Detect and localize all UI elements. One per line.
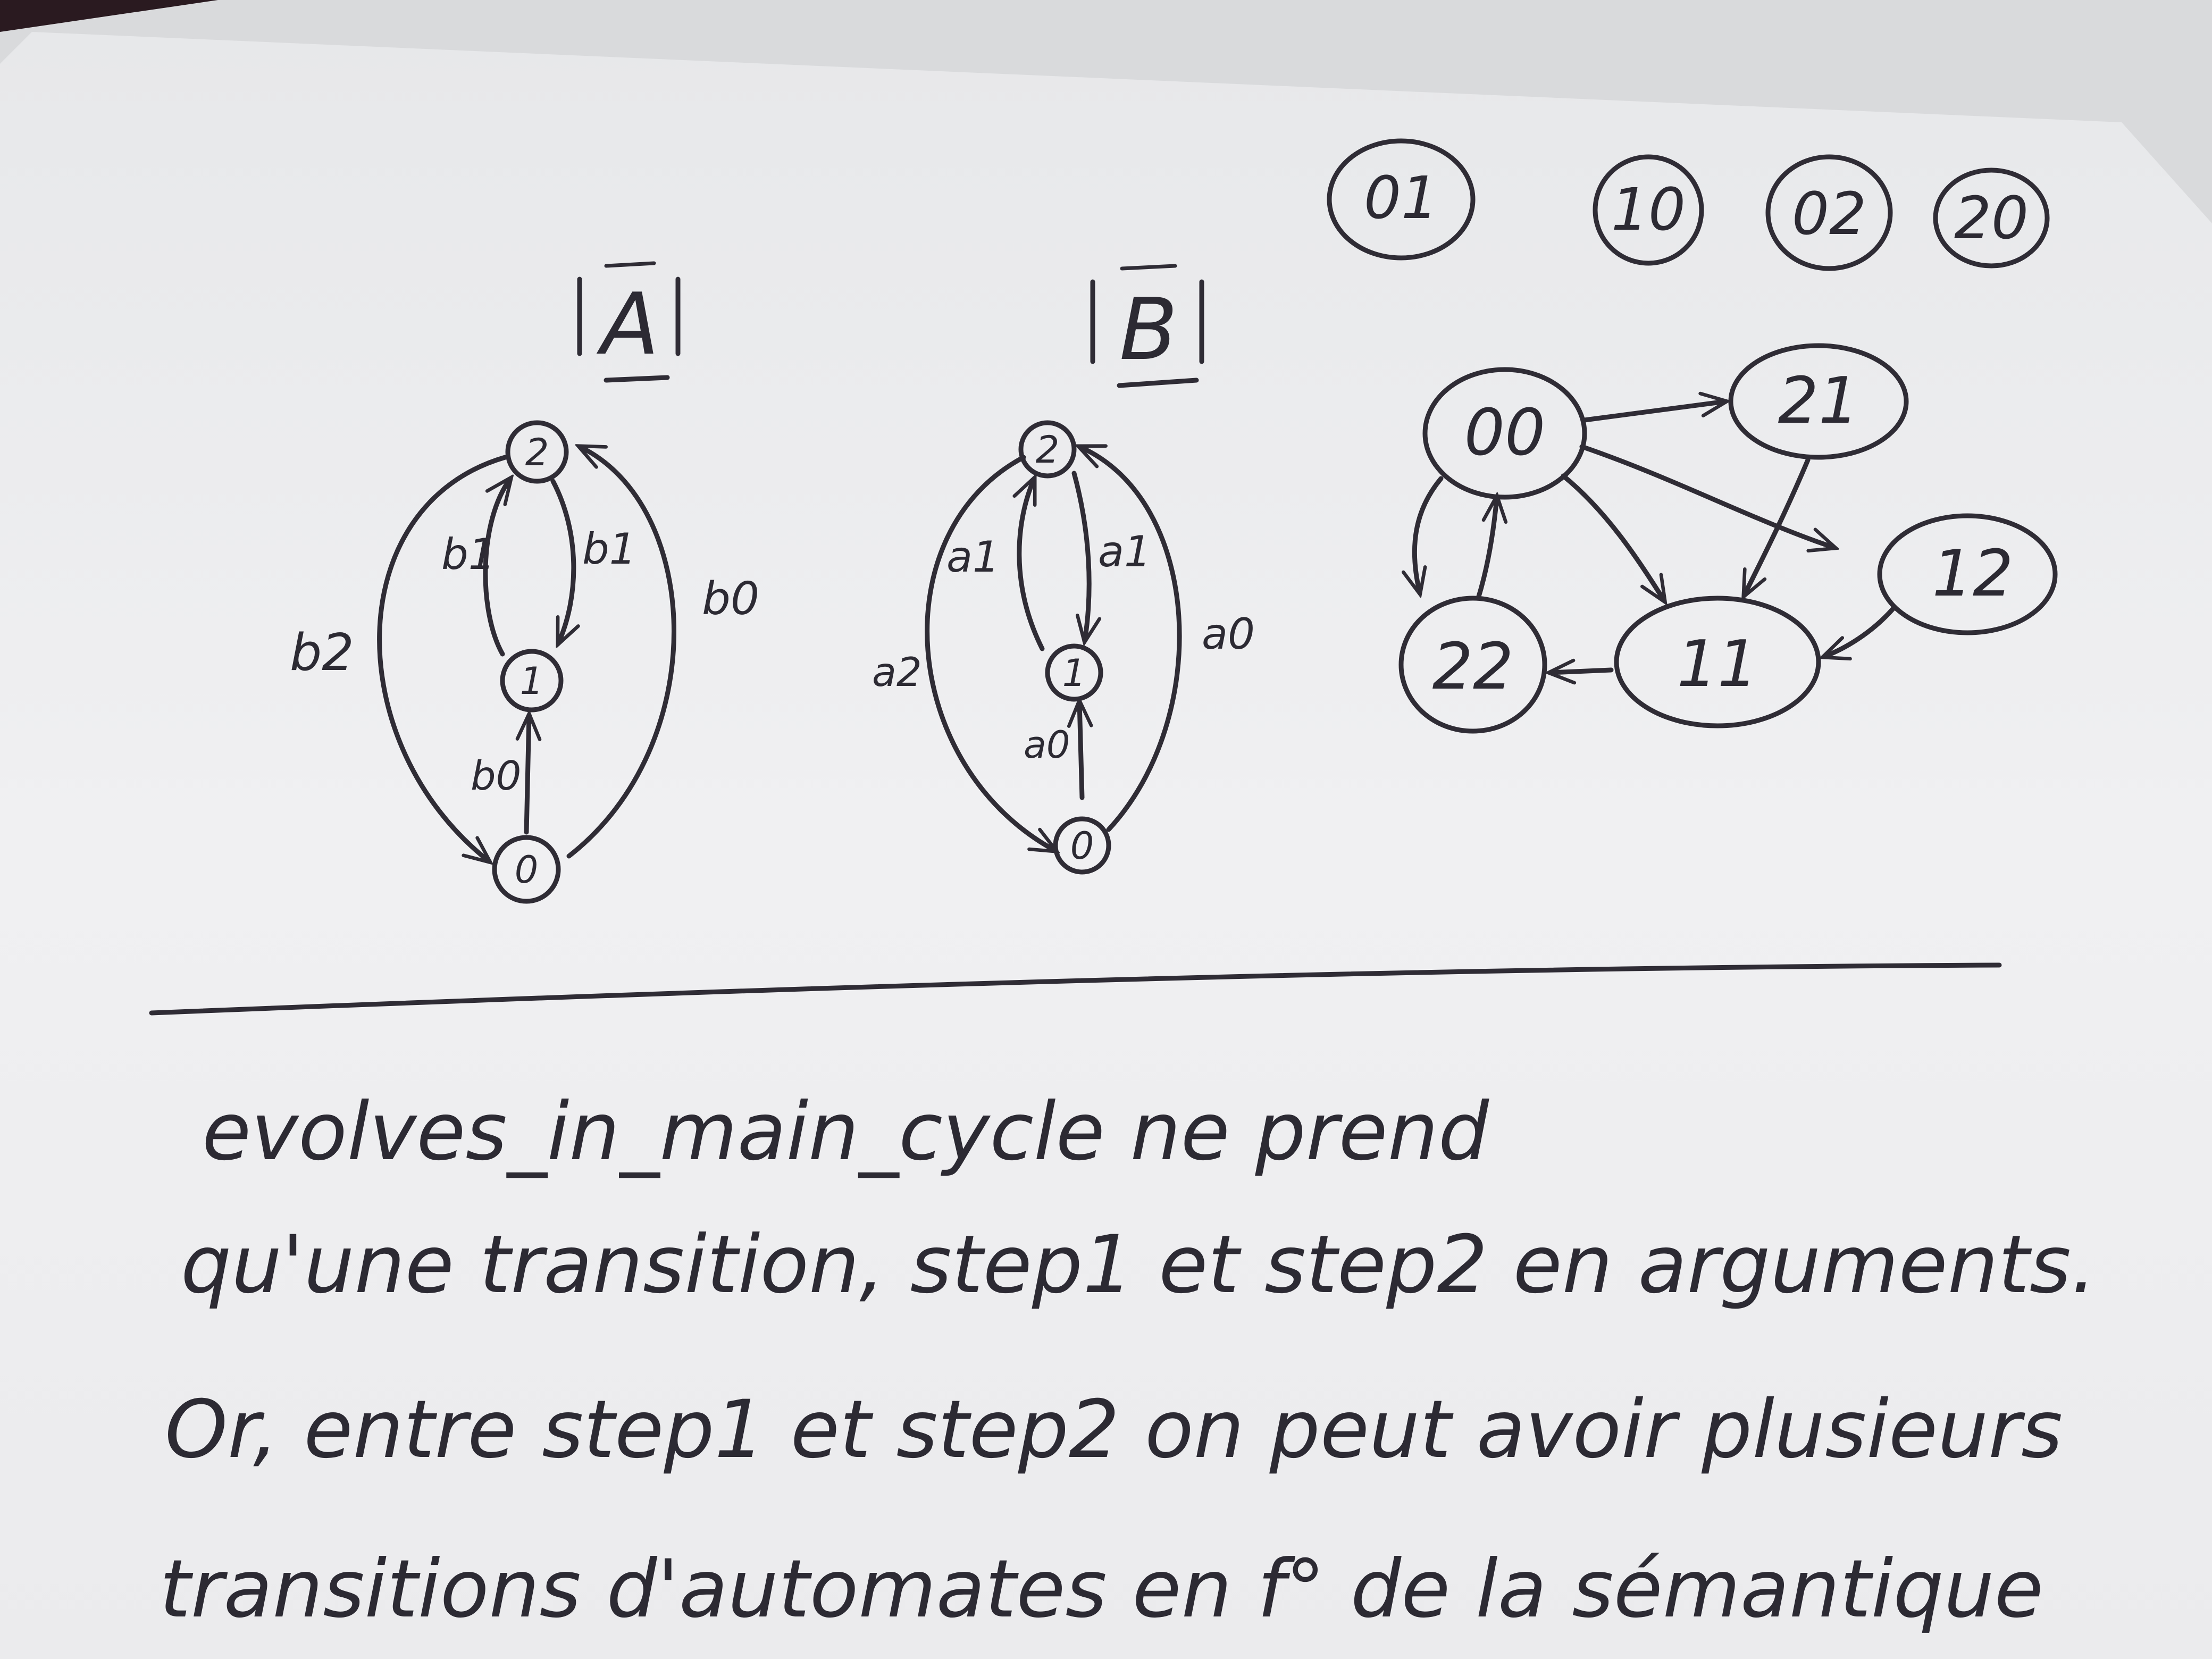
b-edge-1-to-2 [1019, 479, 1045, 651]
notes: evolves_in_main_cycle ne prend qu'une tr… [160, 1086, 2097, 1636]
b-state-0-label: 0 [1070, 824, 1094, 868]
p-state-11-label: 11 [1677, 627, 1758, 701]
product-graph: 00 21 12 22 11 [1398, 343, 2058, 734]
b-edge-0-to-1 [1079, 702, 1082, 800]
title-b: B [1119, 280, 1178, 379]
p-edge-21-to-11 [1744, 457, 1811, 596]
p-edge-00-to-22 [1414, 476, 1444, 593]
state-10-label: 10 [1611, 175, 1686, 244]
p-edge-00-to-11 [1561, 473, 1664, 601]
title-a-overline [604, 261, 656, 268]
state-10-circle [1593, 154, 1704, 266]
b-label-a2: a2 [872, 649, 922, 696]
b-state-1-label: 1 [1062, 651, 1086, 695]
title-b-underline [1117, 378, 1199, 388]
state-02-label: 02 [1792, 180, 1866, 248]
state-01-circle [1327, 138, 1476, 261]
isolated-states: 01 10 02 20 [1327, 138, 2050, 271]
note-line-3: Or, entre step1 et step2 on peut avoir p… [165, 1384, 2063, 1476]
a-state-2 [505, 420, 569, 484]
a-state-1-label: 1 [520, 659, 544, 703]
automaton-b: B 2 1 0 a1 a1 a2 a0 a0 [872, 264, 1255, 875]
b-edge-2-to-0 [925, 455, 1055, 851]
p-state-21-label: 21 [1778, 364, 1859, 438]
a-label-b2: b2 [290, 624, 354, 682]
title-a: A [596, 274, 659, 374]
a-label-b1-right: b1 [582, 524, 636, 574]
b-label-a0-inner: a0 [1024, 723, 1070, 767]
automaton-a: A 2 1 0 b1 b1 b2 b0 b0 [290, 261, 759, 904]
note-line-4: transitions d'automates en f° de la séma… [160, 1543, 2043, 1636]
a-edge-2-to-1 [550, 479, 574, 643]
p-state-12-label: 12 [1932, 537, 2014, 611]
a-edge-0-to-2 [566, 447, 676, 859]
title-b-overline [1120, 264, 1177, 271]
p-state-12 [1877, 513, 2058, 635]
a-label-b0-inner: b0 [471, 752, 521, 799]
p-state-22-label: 22 [1432, 630, 1514, 704]
a-edge-0-to-1 [526, 715, 529, 835]
p-state-11 [1614, 596, 1821, 728]
state-02-circle [1765, 154, 1893, 271]
a-label-b0-outer: b0 [702, 573, 759, 625]
b-label-a0-outer: a0 [1202, 609, 1255, 659]
a-state-0 [492, 835, 561, 904]
p-edge-11-to-22 [1550, 670, 1614, 673]
b-edge-2-to-1 [1071, 471, 1089, 641]
state-20-label: 20 [1954, 184, 2029, 252]
p-edge-22-to-00 [1476, 497, 1497, 601]
a-label-b1-left: b1 [441, 530, 496, 579]
b-label-a1-right: a1 [1098, 527, 1151, 576]
p-state-00-label: 00 [1464, 396, 1546, 470]
a-edge-1-to-2 [483, 479, 510, 657]
title-a-underline [604, 375, 670, 383]
p-edge-00-to-12 [1579, 444, 1834, 548]
b-state-2-label: 2 [1036, 428, 1060, 472]
b-edge-0-to-2 [1079, 447, 1182, 832]
paper-sheet [0, 32, 2212, 1659]
a-state-0-label: 0 [515, 848, 539, 892]
state-01-label: 01 [1364, 164, 1438, 232]
note-line-2: qu'une transition, step1 et step2 en arg… [181, 1219, 2097, 1311]
p-edge-12-to-11 [1824, 606, 1896, 657]
b-label-a1-left: a1 [946, 532, 1000, 582]
a-state-2-label: 2 [525, 431, 549, 474]
a-state-1 [500, 649, 564, 713]
state-20-circle [1933, 167, 2050, 269]
p-edge-00-to-21 [1582, 401, 1725, 423]
separator-line [149, 962, 2002, 1016]
a-edge-2-to-0 [377, 455, 508, 861]
note-line-1: evolves_in_main_cycle ne prend [202, 1086, 1489, 1178]
